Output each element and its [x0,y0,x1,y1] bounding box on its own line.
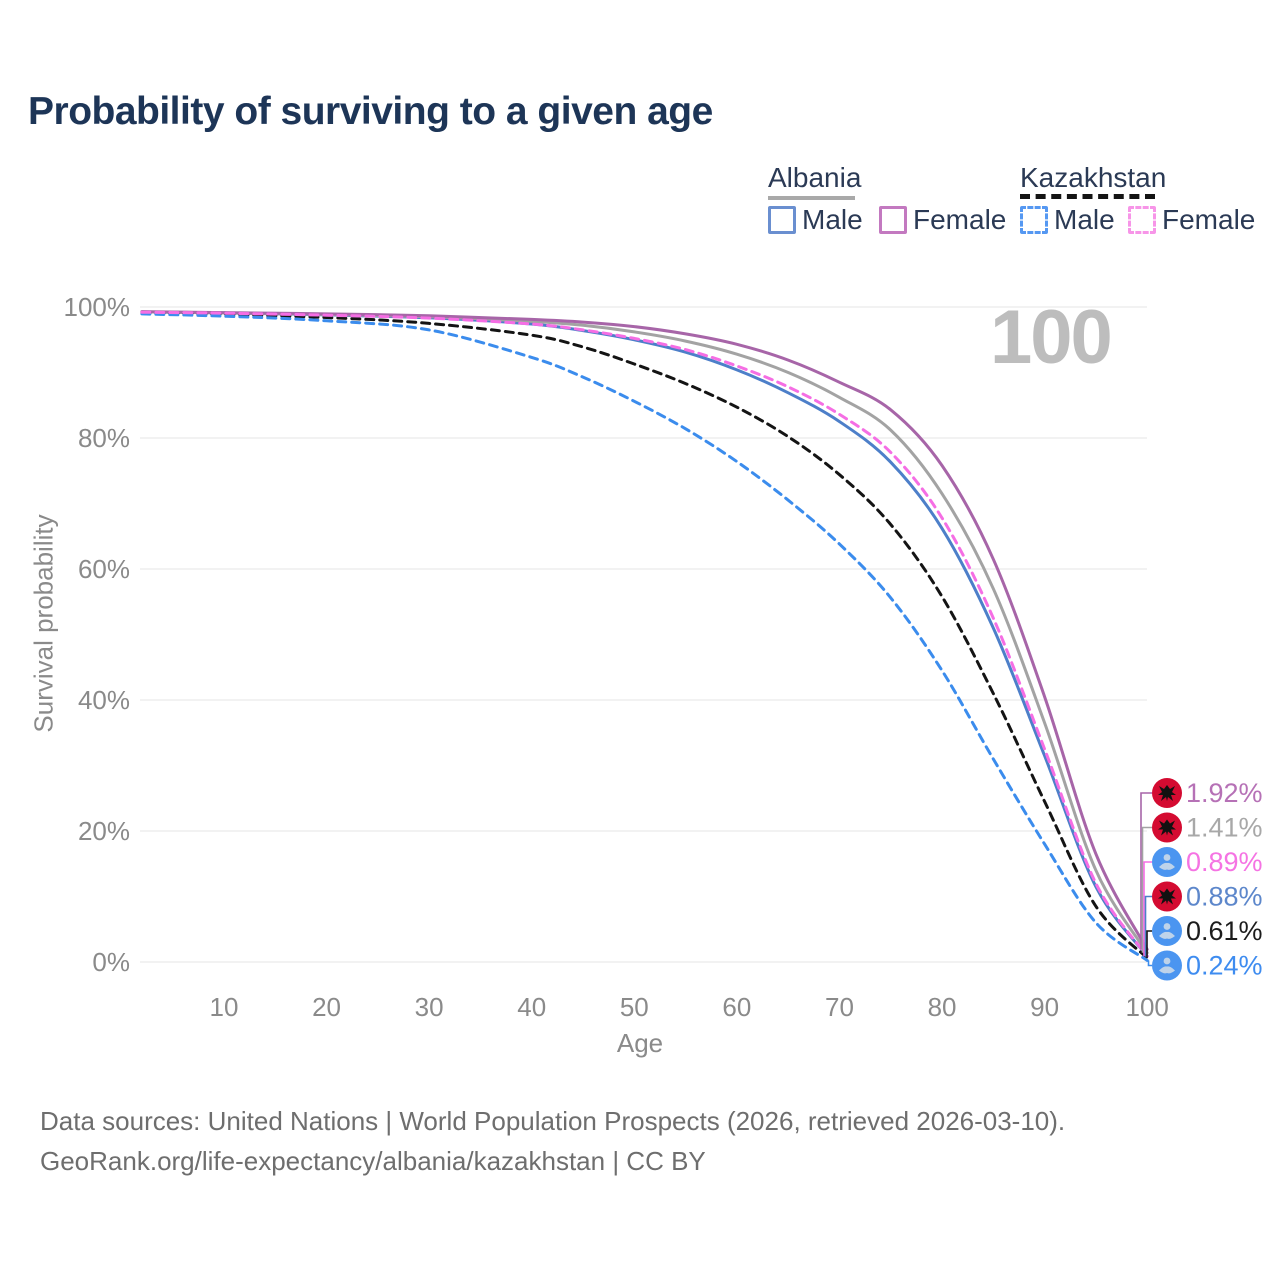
albania-male-swatch-icon [768,206,796,234]
y-tick-label: 100% [64,292,131,322]
footer-attribution: GeoRank.org/life-expectancy/albania/kaza… [40,1146,706,1176]
end-label-albania-female: 1.92% [1186,778,1263,808]
x-tick-label: 100 [1126,992,1169,1022]
kazakhstan-flag-icon [1152,916,1182,946]
end-leader-albania-male [1144,895,1152,957]
series-line-albania-male [140,310,1149,958]
y-tick-label: 40% [78,685,130,715]
series-line-kazakhstan-male [140,312,1149,962]
y-tick-label: 0% [92,947,130,977]
x-tick-label: 90 [1030,992,1059,1022]
end-label-kazakhstan-male: 0.24% [1186,951,1263,981]
end-leader-kazakhstan-female [1143,861,1152,957]
age-watermark: 100 [990,295,1113,380]
legend-item-albania-male[interactable]: Male [768,204,863,236]
end-leader-kazakhstan-male [1147,960,1152,967]
end-label-kazakhstan-female: 0.89% [1186,847,1263,877]
legend-label: Female [1162,204,1256,235]
kazakhstan-eagle-icon [1159,966,1175,974]
legend-item-kazakhstan-male[interactable]: Male [1020,204,1115,236]
x-tick-label: 40 [517,992,546,1022]
legend-item-kazakhstan-female[interactable]: Female [1128,204,1255,236]
legend-label: Male [802,204,863,235]
kazakhstan-flag-icon [1152,950,1182,981]
x-tick-label: 20 [312,992,341,1022]
series-line-kazakhstan [140,311,1149,960]
albania-eagle-icon [1158,785,1176,801]
x-tick-label: 30 [415,992,444,1022]
kazakhstan-eagle-icon [1159,931,1175,939]
y-tick-label: 80% [78,423,130,453]
albania-eagle-icon [1158,888,1176,905]
x-tick-label: 80 [928,992,957,1022]
x-tick-label: 60 [722,992,751,1022]
x-tick-label: 70 [825,992,854,1022]
x-axis-title: Age [616,1028,664,1058]
end-leader-kazakhstan [1146,930,1152,958]
footer-sources: Data sources: United Nations | World Pop… [40,1106,1066,1136]
legend-item-albania-female[interactable]: Female [879,204,1006,236]
kazakhstan-sun-icon [1163,923,1171,930]
x-tick-label: 10 [210,992,239,1022]
legend-label: Male [1054,204,1115,235]
y-axis-title: Survival probability [28,514,59,733]
kazakhstan-eagle-icon [1159,862,1175,870]
y-tick-label: 60% [78,554,130,584]
series-line-albania-female [140,310,1149,951]
legend-group-kazakhstan[interactable]: Kazakhstan [1020,162,1167,193]
kazakhstan-sun-icon [1163,957,1171,965]
albania-eagle-icon [1158,819,1176,836]
y-tick-label: 20% [78,816,130,846]
x-tick-label: 50 [620,992,649,1022]
end-label-kazakhstan: 0.61% [1186,916,1263,946]
end-label-albania: 1.41% [1186,813,1263,843]
end-leader-albania [1141,826,1152,953]
kazakhstan-flag-icon [1152,847,1182,877]
page-title: Probability of surviving to a given age [28,90,713,133]
albania-female-swatch-icon [879,206,907,234]
legend-label: Female [913,204,1007,235]
end-leader-albania-female [1140,792,1152,950]
kazakhstan-male-swatch-icon [1020,206,1048,234]
kazakhstan-female-swatch-icon [1128,206,1156,234]
kazakhstan-sun-icon [1163,854,1171,861]
end-label-albania-male: 0.88% [1186,882,1263,912]
legend-group-albania[interactable]: Albania [768,162,862,193]
legend-line-kazakhstan [1020,194,1155,199]
legend-line-albania [768,196,855,200]
